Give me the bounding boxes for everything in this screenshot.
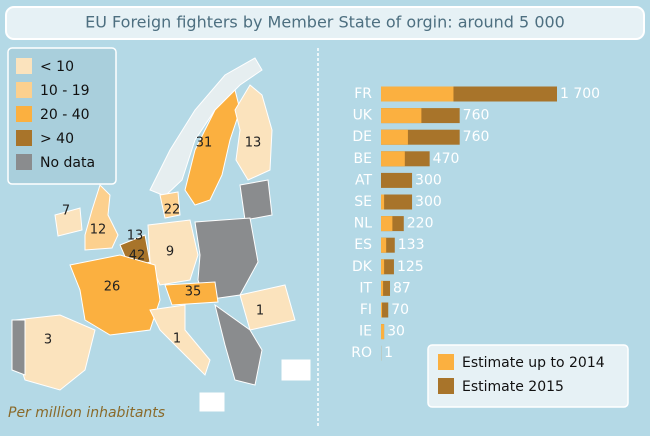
bar [381,173,412,188]
value-label: 470 [433,151,460,167]
bar [381,281,383,296]
map-label: 35 [185,285,202,300]
value-label: 1 700 [560,86,600,102]
value-label: 70 [391,302,409,318]
legend-label: < 10 [40,59,74,75]
bar [381,151,405,166]
legend-swatch [438,354,454,370]
bar [381,303,382,318]
category-label: NL [354,216,372,232]
value-label: 760 [463,108,490,124]
bar [381,130,408,145]
category-label: IE [359,324,372,340]
bar [381,108,421,123]
legend-label: No data [40,155,95,171]
legend-swatch [16,130,32,146]
value-label: 300 [415,172,442,188]
value-label: 87 [393,280,411,296]
map-label: 42 [129,249,146,264]
bar [381,259,384,274]
map-label: 7 [62,204,70,219]
map-label: 3 [44,333,52,348]
legend-label: > 40 [40,131,74,147]
value-label: 220 [407,216,434,232]
category-label: DE [352,129,372,145]
bar [381,87,453,102]
map-label: 13 [127,229,144,244]
category-label: IT [359,280,372,296]
bar [381,216,392,231]
legend-swatch [16,82,32,98]
inset [282,360,310,380]
category-label: UK [353,108,373,124]
bar [381,324,384,339]
category-label: DK [352,259,373,275]
legend-label: 20 - 40 [40,107,90,123]
bar [381,303,388,318]
category-label: FR [354,86,372,102]
map-label: 26 [104,280,121,295]
value-label: 133 [398,237,425,253]
category-label: FI [360,302,372,318]
value-label: 300 [415,194,442,210]
map-label: 12 [90,223,107,238]
legend-swatch [16,106,32,122]
category-label: AT [355,172,372,188]
value-label: 30 [387,324,405,340]
value-label: 125 [397,259,424,275]
map-note: Per million inhabitants [8,405,165,421]
map-label: 31 [196,136,213,151]
legend-label: Estimate 2015 [462,379,564,395]
value-label: 760 [463,129,490,145]
country [240,180,272,220]
inset [200,393,224,411]
bar [381,238,386,253]
legend-label: Estimate up to 2014 [462,355,605,371]
value-label: 1 [384,345,393,361]
map-label: 9 [166,245,174,260]
map-label: 13 [245,136,262,151]
bar [381,195,384,210]
category-label: SE [354,194,372,210]
legend-label: 10 - 19 [40,83,90,99]
category-label: RO [351,345,372,361]
category-label: ES [354,237,372,253]
bar [381,195,412,210]
legend-swatch [16,154,32,170]
country [12,320,25,375]
map-label: 22 [164,203,181,218]
legend-swatch [438,378,454,394]
map-label: 1 [256,304,264,319]
title: EU Foreign fighters by Member State of o… [85,13,565,32]
category-label: BE [354,151,372,167]
legend-swatch [16,58,32,74]
map-label: 1 [173,332,181,347]
